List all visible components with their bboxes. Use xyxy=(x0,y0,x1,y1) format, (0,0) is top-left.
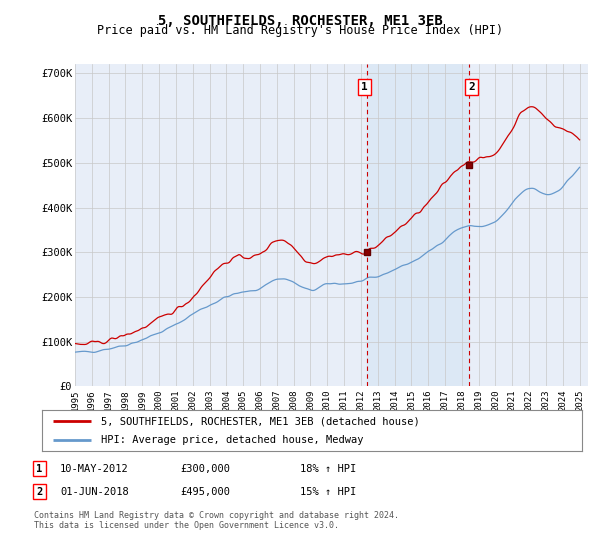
Text: 5, SOUTHFIELDS, ROCHESTER, ME1 3EB: 5, SOUTHFIELDS, ROCHESTER, ME1 3EB xyxy=(158,14,442,28)
Text: 2: 2 xyxy=(468,82,475,92)
Text: 15% ↑ HPI: 15% ↑ HPI xyxy=(300,487,356,497)
Text: Contains HM Land Registry data © Crown copyright and database right 2024.
This d: Contains HM Land Registry data © Crown c… xyxy=(34,511,398,530)
Text: £300,000: £300,000 xyxy=(180,464,230,474)
Text: 01-JUN-2018: 01-JUN-2018 xyxy=(60,487,129,497)
Text: HPI: Average price, detached house, Medway: HPI: Average price, detached house, Medw… xyxy=(101,435,364,445)
Text: 1: 1 xyxy=(361,82,368,92)
Text: £495,000: £495,000 xyxy=(180,487,230,497)
Text: 18% ↑ HPI: 18% ↑ HPI xyxy=(300,464,356,474)
Bar xyxy=(367,64,469,386)
Text: 1: 1 xyxy=(37,464,43,474)
Bar xyxy=(571,64,588,386)
Text: Price paid vs. HM Land Registry's House Price Index (HPI): Price paid vs. HM Land Registry's House … xyxy=(97,24,503,37)
Text: 10-MAY-2012: 10-MAY-2012 xyxy=(60,464,129,474)
Text: 5, SOUTHFIELDS, ROCHESTER, ME1 3EB (detached house): 5, SOUTHFIELDS, ROCHESTER, ME1 3EB (deta… xyxy=(101,417,420,426)
Text: 2: 2 xyxy=(37,487,43,497)
